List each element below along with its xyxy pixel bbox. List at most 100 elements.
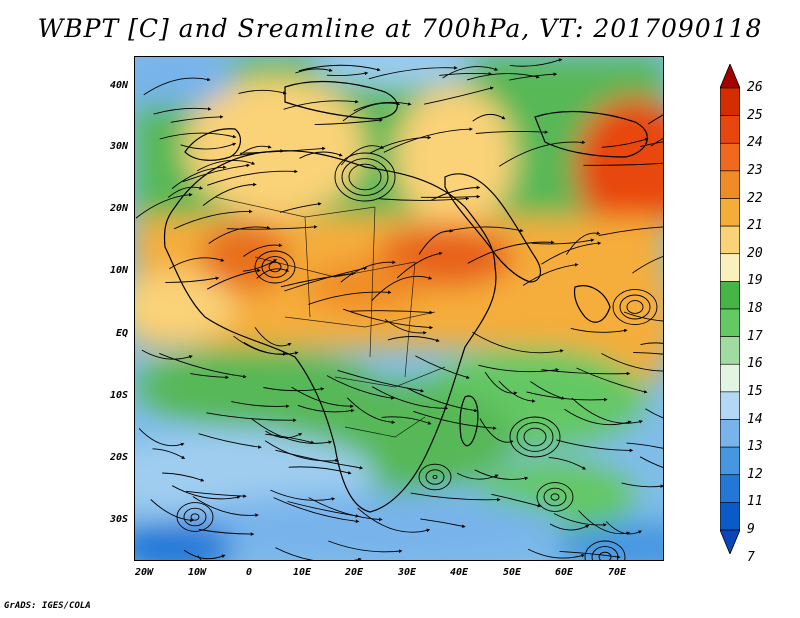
streamline <box>410 492 501 502</box>
streamline <box>583 162 663 166</box>
streamline <box>340 145 385 166</box>
streamline <box>135 192 193 219</box>
streamline <box>556 439 634 453</box>
streamline <box>328 540 403 553</box>
streamline-gyre <box>543 487 567 507</box>
streamline <box>159 352 247 379</box>
streamline <box>182 163 251 183</box>
streamline <box>548 457 587 470</box>
wbpt-streamline-field <box>135 57 663 560</box>
streamline <box>509 72 558 81</box>
colorbar-label: 16 <box>747 356 763 372</box>
streamline <box>626 442 663 449</box>
streamline <box>368 66 458 80</box>
colorbar-segment <box>720 336 740 365</box>
colorbar-label: 26 <box>747 80 763 95</box>
streamline <box>206 412 297 423</box>
streamline <box>207 169 298 186</box>
lon-label-70e: 70E <box>607 567 627 578</box>
streamline-gyre <box>261 256 289 278</box>
streamline-gyre <box>536 482 574 512</box>
streamline <box>475 130 549 134</box>
streamline <box>343 308 434 330</box>
streamline <box>232 149 284 157</box>
streamline <box>466 73 540 81</box>
colorbar-label: 17 <box>747 328 763 344</box>
streamline <box>467 240 555 264</box>
streamline <box>549 523 590 531</box>
streamline <box>369 135 432 154</box>
colorbar-label: 19 <box>747 273 763 289</box>
streamline-gyre <box>425 469 445 485</box>
streamline <box>165 276 220 283</box>
colorbar-label: 22 <box>747 190 763 206</box>
colorbar-segment <box>720 363 740 393</box>
streamline <box>407 387 478 413</box>
colorbar-label: 15 <box>747 383 763 399</box>
streamline <box>238 89 287 95</box>
streamline <box>299 151 343 159</box>
streamline-gyre <box>523 427 547 447</box>
streamline <box>183 549 226 560</box>
streamline <box>456 472 499 480</box>
colorbar-label: 24 <box>747 135 763 151</box>
colorbar-segment <box>720 198 740 227</box>
streamline <box>314 118 383 126</box>
streamline <box>509 58 563 67</box>
streamline <box>541 241 602 265</box>
lon-label-20w: 20W <box>134 567 154 578</box>
lon-label-50e: 50E <box>502 567 522 578</box>
streamline <box>378 196 470 201</box>
streamline <box>570 327 628 333</box>
streamline <box>171 165 227 189</box>
streamline <box>498 140 586 167</box>
streamline <box>530 381 566 400</box>
streamline <box>413 410 497 430</box>
streamline <box>242 259 278 272</box>
streamline <box>196 160 256 172</box>
streamline <box>640 342 663 346</box>
streamline <box>371 386 449 411</box>
streamline <box>645 408 663 419</box>
colorbar-segment <box>720 281 740 310</box>
lon-label-60e: 60E <box>554 567 574 578</box>
streamline <box>350 310 434 315</box>
streamline <box>647 114 663 125</box>
streamline <box>167 186 204 198</box>
colorbar-segment <box>720 391 740 420</box>
streamline-gyre <box>591 546 619 560</box>
streamline <box>190 373 230 380</box>
colorbar-segment <box>720 446 740 476</box>
streamline <box>295 68 333 74</box>
streamline <box>498 380 536 403</box>
streamline <box>357 507 431 533</box>
streamline <box>387 336 440 342</box>
streamline <box>527 548 586 559</box>
streamline <box>265 433 315 444</box>
streamline <box>553 513 607 527</box>
streamline <box>275 449 364 470</box>
streamline <box>571 397 643 424</box>
streamline <box>243 243 283 257</box>
streamline <box>273 497 360 523</box>
colorbar-label: 9 <box>747 522 755 537</box>
streamline <box>206 268 261 290</box>
streamline <box>605 521 643 535</box>
lat-label-20s: 20S <box>109 452 128 463</box>
streamline-gyre <box>584 540 626 560</box>
temperature-field <box>135 57 663 560</box>
streamline <box>342 101 401 122</box>
streamline <box>598 226 663 237</box>
streamline <box>623 311 663 322</box>
streamline <box>254 327 292 347</box>
colorbar-label: 20 <box>747 245 763 261</box>
streamline <box>243 342 299 355</box>
streamline <box>264 440 339 463</box>
colorbar-label: 21 <box>747 218 763 234</box>
streamline <box>308 290 392 305</box>
streamline <box>326 71 369 77</box>
streamline <box>632 256 663 274</box>
streamline <box>198 433 262 449</box>
streamline <box>650 138 663 147</box>
streamline-gyre <box>341 158 389 196</box>
